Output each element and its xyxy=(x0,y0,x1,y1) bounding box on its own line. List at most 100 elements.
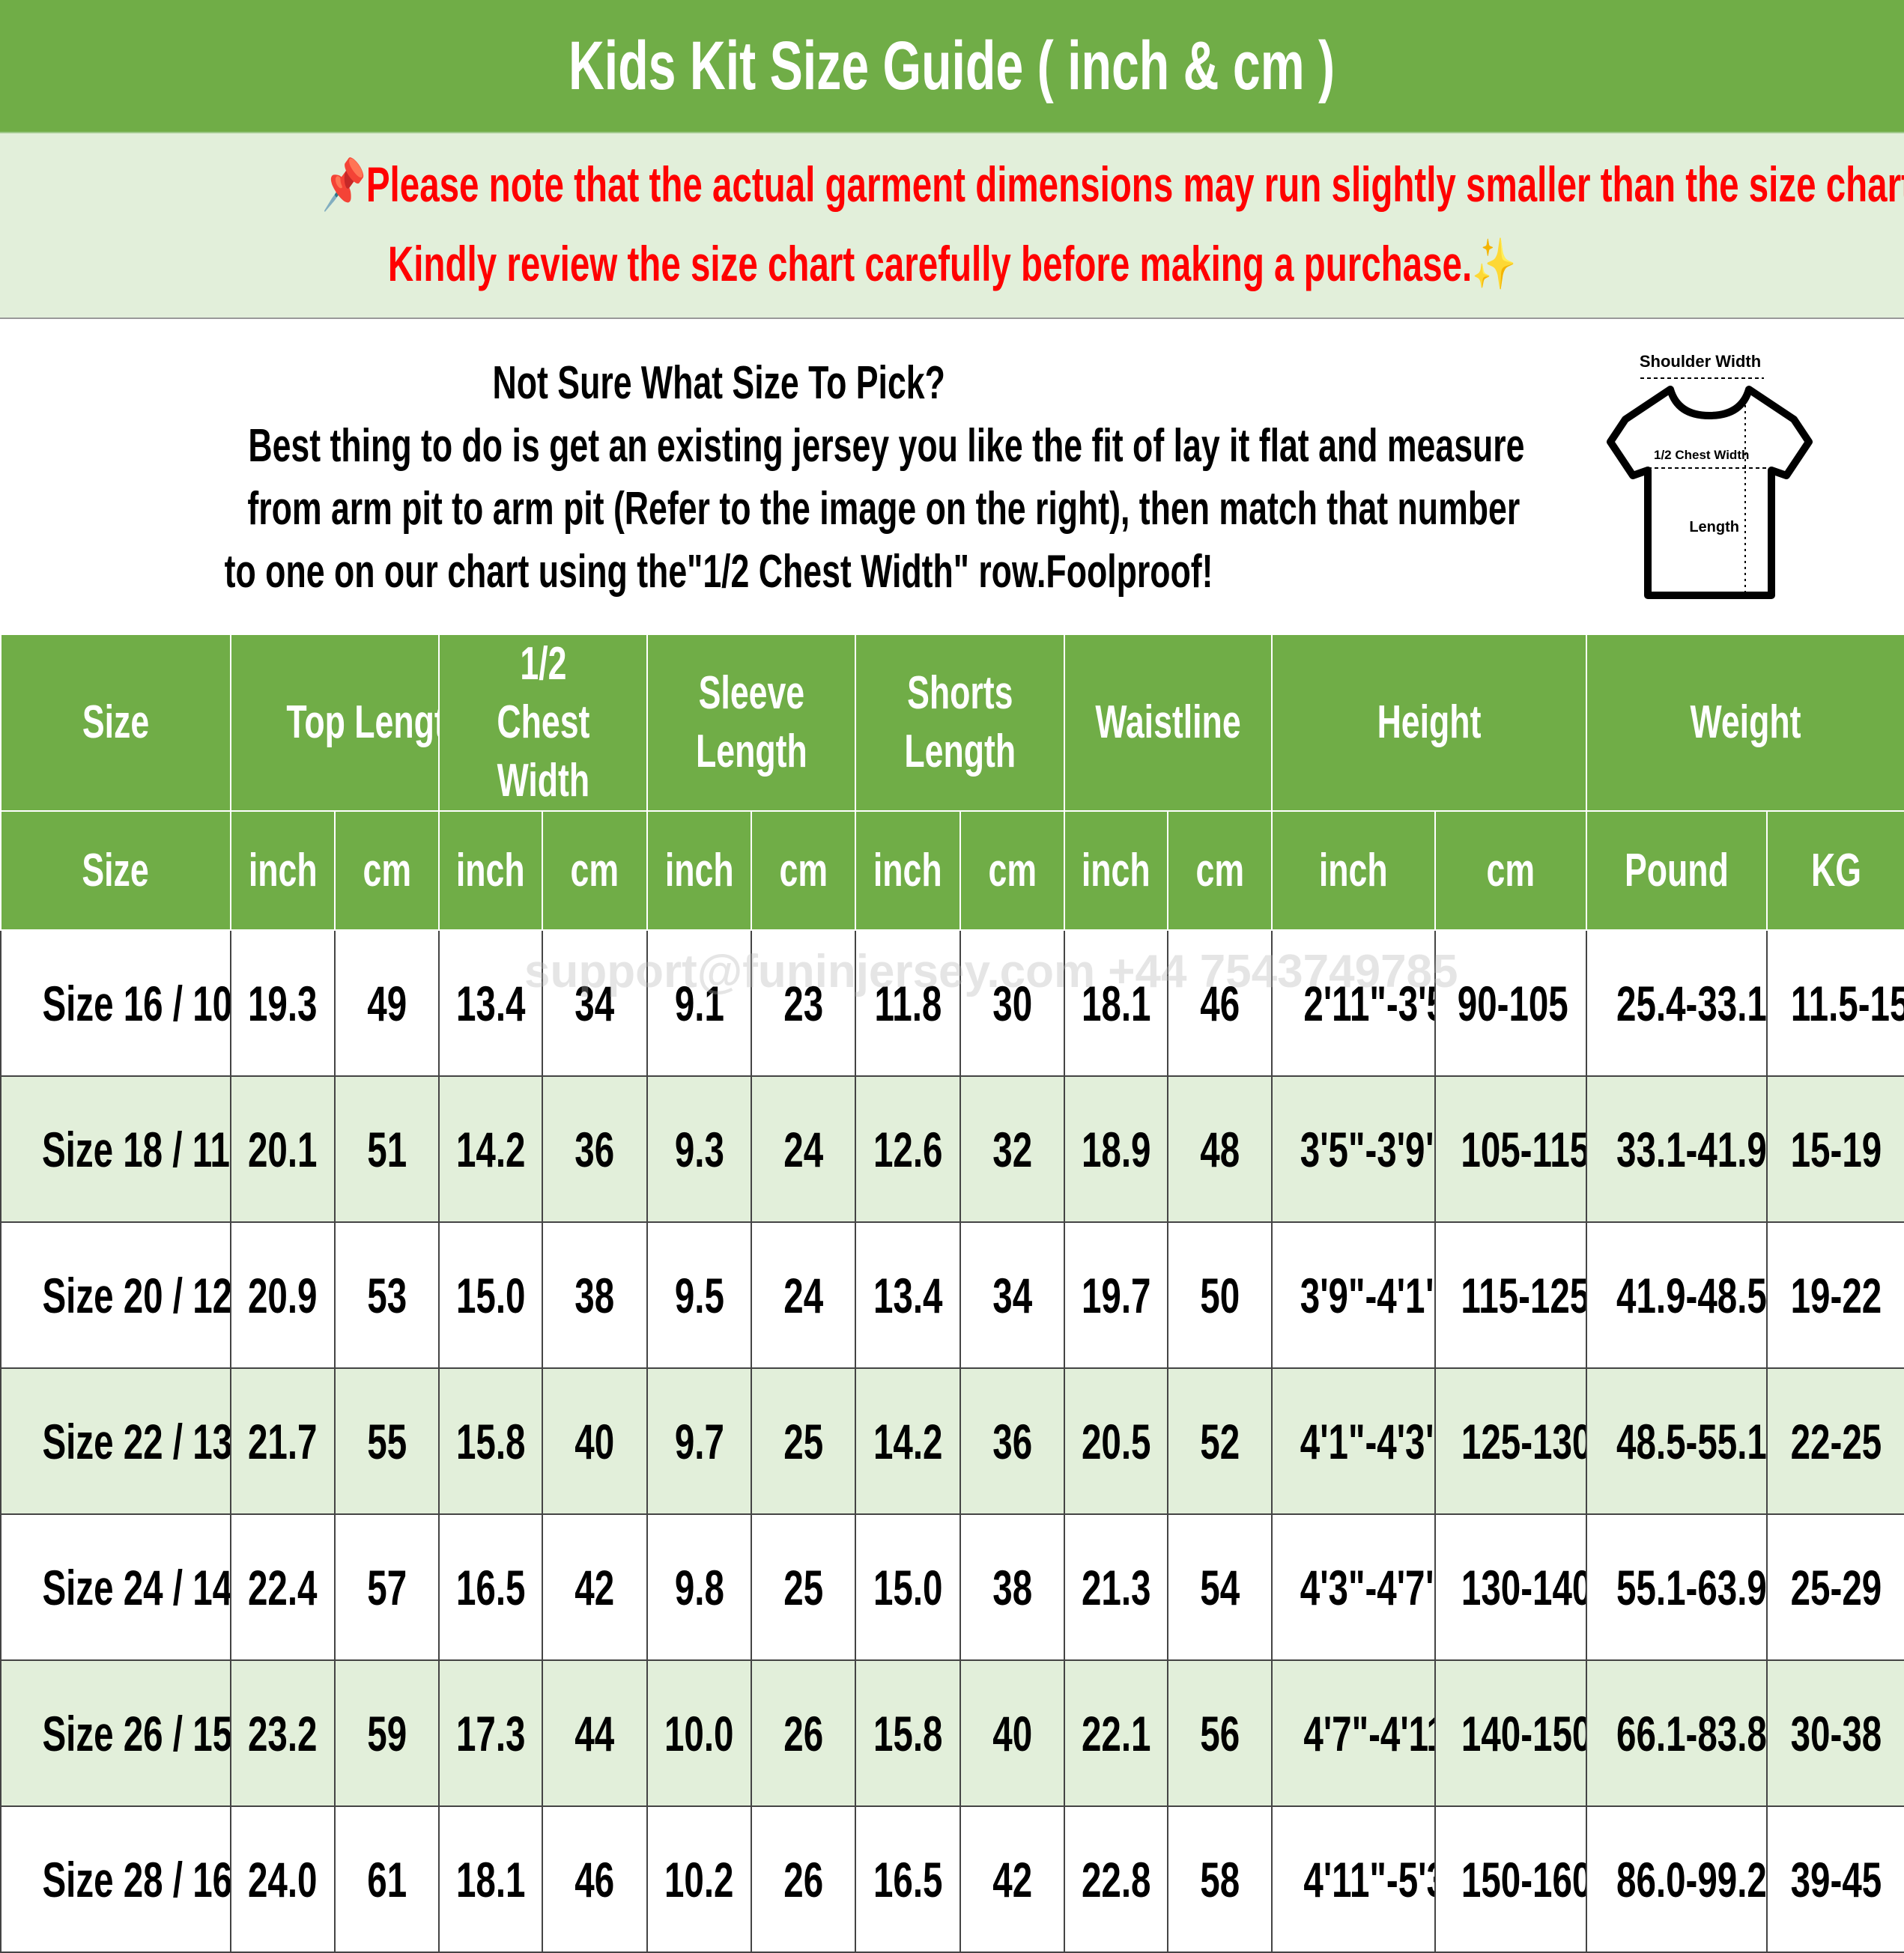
table-cell: 14.2 xyxy=(855,1367,962,1515)
table-cell: 11.5-15 xyxy=(1766,929,1904,1077)
table-cell: 15-19 xyxy=(1766,1075,1904,1223)
table-cell: 21.7 xyxy=(230,1367,336,1515)
table-cell: 26 xyxy=(751,1659,857,1807)
table-cell: 13.4 xyxy=(438,929,544,1077)
table-cell: 48 xyxy=(1167,1075,1273,1223)
table-cell: 19.3 xyxy=(230,929,336,1077)
table-cell: 30-38 xyxy=(1766,1659,1904,1807)
table-cell: 36 xyxy=(542,1075,649,1223)
table-cell: 21.3 xyxy=(1064,1513,1169,1661)
length-label: Length xyxy=(1689,519,1739,535)
table-cell: 130-140 xyxy=(1434,1513,1588,1661)
unit-header: cm xyxy=(1434,810,1588,931)
table-cell: 22.8 xyxy=(1064,1805,1169,1953)
table-cell: 10.2 xyxy=(646,1805,753,1953)
column-group-header: Shorts Length xyxy=(855,634,1066,812)
table-cell: 9.7 xyxy=(646,1367,753,1515)
table-cell: Size 24 / 140 xyxy=(0,1513,231,1661)
table-cell: 105-115 xyxy=(1434,1075,1588,1223)
notice-banner: 📌Please note that the actual garment dim… xyxy=(0,133,1904,319)
column-group-header: Waistline xyxy=(1064,634,1273,812)
notice-line-1: Please note that the actual garment dime… xyxy=(366,157,1904,212)
table-cell: Size 18 / 110 xyxy=(0,1075,231,1223)
table-cell: 9.1 xyxy=(646,929,753,1077)
column-group-header: Top Length xyxy=(229,634,440,812)
table-cell: 16.5 xyxy=(855,1805,962,1953)
table-cell: 48.5-55.1 xyxy=(1586,1367,1768,1515)
unit-header: inch xyxy=(438,810,544,931)
table-cell: 58 xyxy=(1167,1805,1273,1953)
unit-header: cm xyxy=(333,810,440,931)
pushpin-icon: 📌 xyxy=(321,157,366,212)
table-cell: 9.8 xyxy=(646,1513,753,1661)
table-cell: 33.1-41.9 xyxy=(1586,1075,1768,1223)
table-cell: 22.4 xyxy=(230,1513,336,1661)
table-cell: 115-125 xyxy=(1434,1221,1588,1369)
info-section: Not Sure What Size To Pick? Best thing t… xyxy=(0,319,1904,634)
unit-header: KG xyxy=(1766,810,1904,931)
sparkles-icon: ✨ xyxy=(1472,236,1517,291)
table-cell: 51 xyxy=(333,1075,440,1223)
table-cell: 150-160 xyxy=(1434,1805,1588,1953)
table-cell: 15.8 xyxy=(438,1367,544,1515)
table-cell: Size 28 / 160 xyxy=(0,1805,231,1953)
table-cell: 30 xyxy=(959,929,1066,1077)
table-cell: 15.8 xyxy=(855,1659,962,1807)
table-cell: 15.0 xyxy=(855,1513,962,1661)
column-group-header: Weight xyxy=(1586,634,1904,812)
unit-header: cm xyxy=(959,810,1066,931)
table-row: Size 28 / 16024.06118.14610.22616.54222.… xyxy=(0,1805,1904,1953)
table-cell: 34 xyxy=(542,929,649,1077)
table-cell: 42 xyxy=(542,1513,649,1661)
unit-header-row: Size inch cm inch cm inch cm inch cm inch cm inch cm… xyxy=(0,810,1904,931)
table-cell: 16.5 xyxy=(438,1513,544,1661)
table-cell: 11.8 xyxy=(855,929,962,1077)
unit-header: cm xyxy=(1167,810,1273,931)
column-group-header: Sleeve Length xyxy=(646,634,857,812)
table-cell: 44 xyxy=(542,1659,649,1807)
unit-header: inch xyxy=(230,810,336,931)
table-cell: 12.6 xyxy=(855,1075,962,1223)
table-cell: 38 xyxy=(959,1513,1066,1661)
unit-header: cm xyxy=(751,810,857,931)
table-cell: 23 xyxy=(751,929,857,1077)
table-cell: 41.9-48.5 xyxy=(1586,1221,1768,1369)
table-cell: 53 xyxy=(333,1221,440,1369)
table-cell: 59 xyxy=(333,1659,440,1807)
page-title: Kids Kit Size Guide ( inch & cm ) xyxy=(0,0,1904,133)
unit-header: inch xyxy=(1271,810,1437,931)
table-cell: 20.5 xyxy=(1064,1367,1169,1515)
table-cell: 18.9 xyxy=(1064,1075,1169,1223)
unit-header: cm xyxy=(542,810,649,931)
notice-line-2: Kindly review the size chart carefully b… xyxy=(387,236,1473,291)
shoulder-width-label: Shoulder Width xyxy=(1640,352,1761,371)
table-cell: 2'11"-3'5" xyxy=(1271,929,1437,1077)
table-cell: 46 xyxy=(542,1805,649,1953)
table-cell: 25 xyxy=(751,1367,857,1515)
table-row: Size 24 / 14022.45716.5429.82515.03821.3… xyxy=(0,1513,1904,1661)
table-row: Size 16 / 10019.34913.4349.12311.83018.1… xyxy=(0,929,1904,1077)
table-cell: Size 26 / 150 xyxy=(0,1659,231,1807)
table-cell: 4'7"-4'11" xyxy=(1271,1659,1437,1807)
table-cell: 49 xyxy=(333,929,440,1077)
table-cell: 18.1 xyxy=(1064,929,1169,1077)
table-cell: 32 xyxy=(959,1075,1066,1223)
table-cell: 90-105 xyxy=(1434,929,1588,1077)
table-cell: 19-22 xyxy=(1766,1221,1904,1369)
table-cell: 50 xyxy=(1167,1221,1273,1369)
table-row: Size 22 / 13021.75515.8409.72514.23620.5… xyxy=(0,1367,1904,1515)
table-cell: 54 xyxy=(1167,1513,1273,1661)
table-cell: 39-45 xyxy=(1766,1805,1904,1953)
column-group-header: Size xyxy=(0,634,231,812)
table-cell: 52 xyxy=(1167,1367,1273,1515)
table-cell: 24 xyxy=(751,1075,857,1223)
table-cell: 46 xyxy=(1167,929,1273,1077)
table-cell: 17.3 xyxy=(438,1659,544,1807)
table-cell: 13.4 xyxy=(855,1221,962,1369)
table-cell: 22.1 xyxy=(1064,1659,1169,1807)
table-cell: 3'9"-4'1" xyxy=(1271,1221,1437,1369)
table-cell: Size 20 / 120 xyxy=(0,1221,231,1369)
table-cell: 22-25 xyxy=(1766,1367,1904,1515)
